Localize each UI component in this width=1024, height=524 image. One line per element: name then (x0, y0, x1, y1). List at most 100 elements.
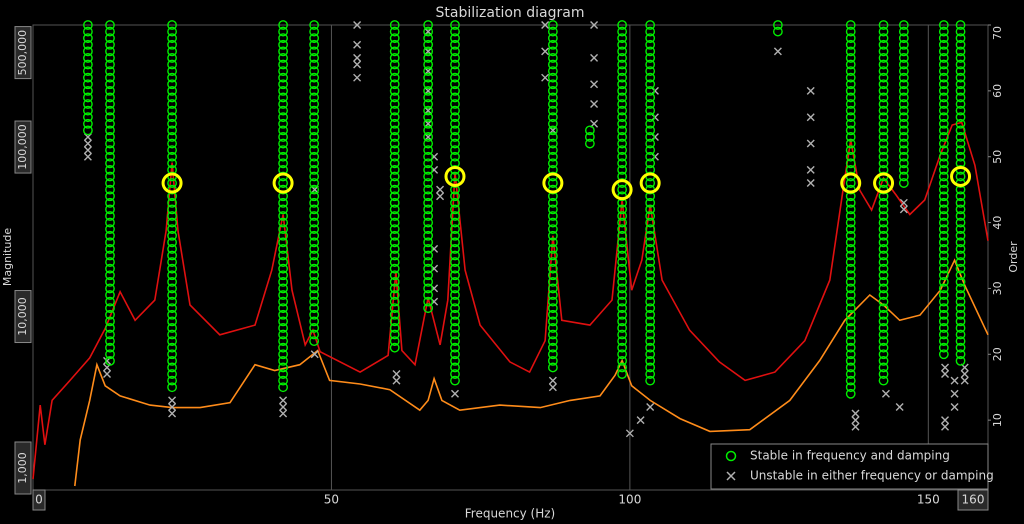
stable-pole (167, 355, 177, 366)
stable-pole (309, 323, 320, 333)
stable-pole (389, 92, 400, 103)
unstable-pole (279, 402, 288, 411)
x-tick-box (32, 489, 46, 511)
stable-pole (547, 99, 558, 109)
stable-pole (547, 224, 558, 235)
stable-pole-column (584, 125, 595, 149)
stable-pole (878, 79, 889, 90)
stable-pole (167, 145, 177, 156)
stable-pole (309, 178, 320, 188)
stable-pole (617, 329, 628, 340)
stable-pole (645, 237, 656, 248)
stable-pole (898, 66, 909, 77)
stable-pole (878, 33, 889, 44)
unstable-pole (806, 179, 815, 188)
stable-pole (845, 362, 856, 373)
unstable-pole (83, 146, 92, 155)
stable-pole (105, 329, 115, 340)
stable-pole (938, 283, 949, 294)
stable-pole (547, 204, 558, 215)
stable-pole (278, 85, 288, 96)
stable-pole (645, 53, 656, 63)
stable-pole (617, 309, 628, 320)
stable-pole (898, 79, 909, 90)
stable-pole (845, 309, 856, 320)
stable-pole (617, 263, 628, 274)
y2-tick-label: 10 (991, 413, 1004, 427)
stable-pole (450, 355, 460, 366)
stable-pole (83, 92, 93, 103)
stable-pole (645, 33, 656, 44)
stable-pole (955, 276, 966, 287)
stable-pole (167, 283, 177, 294)
stable-pole (423, 257, 434, 267)
stable-pole (938, 92, 949, 103)
y2-tick-label: 40 (991, 216, 1004, 230)
stable-pole (105, 99, 115, 109)
stable-pole (389, 178, 400, 188)
stable-pole (83, 26, 93, 37)
stable-pole (955, 132, 966, 142)
stable-pole (617, 211, 628, 221)
frf-curve (74, 258, 989, 487)
stable-pole (955, 349, 966, 360)
y-tick-label: 500,000 (16, 30, 29, 76)
stable-pole (309, 230, 320, 241)
legend-label: Unstable in either frequency or damping (750, 469, 994, 483)
stable-pole (845, 276, 856, 287)
stable-pole (450, 375, 460, 386)
stable-pole-column (83, 20, 93, 136)
stable-pole (617, 145, 628, 156)
stable-pole (938, 105, 949, 116)
y2-tick-label: 60 (991, 84, 1004, 98)
stable-pole (955, 244, 966, 254)
y2-axis-label: Order (1007, 241, 1020, 273)
selected-mode (444, 165, 466, 187)
stable-pole (105, 105, 115, 116)
stable-pole (955, 204, 966, 215)
stable-pole-column (773, 20, 783, 37)
stable-pole (547, 72, 558, 83)
stable-pole (645, 92, 656, 103)
stable-pole (878, 257, 889, 267)
stable-pole (845, 99, 856, 109)
stable-pole (645, 26, 656, 37)
stable-pole (898, 59, 909, 70)
stable-pole (617, 99, 628, 109)
stable-pole (645, 349, 656, 360)
stable-pole (309, 237, 320, 248)
stable-pole (547, 329, 558, 340)
stable-pole (584, 138, 595, 149)
stable-pole (938, 244, 949, 254)
stable-pole (617, 303, 628, 314)
stable-pole (878, 118, 889, 129)
stable-pole (423, 184, 434, 195)
stable-pole (167, 197, 177, 208)
stable-pole (278, 316, 288, 327)
y-tick-label: 10,000 (16, 297, 29, 336)
stable-pole (309, 39, 320, 50)
stable-pole (878, 112, 889, 123)
stable-pole (389, 132, 400, 142)
stable-pole (878, 211, 889, 221)
stable-pole (389, 164, 400, 175)
stable-pole (955, 92, 966, 103)
stable-pole (105, 197, 115, 208)
stable-pole (878, 92, 889, 103)
stable-pole (645, 224, 656, 235)
stable-pole (617, 342, 628, 353)
stable-pole (423, 211, 434, 221)
stable-pole (938, 79, 949, 90)
stable-pole (423, 276, 434, 287)
stable-pole-column (450, 20, 460, 386)
unstable-pole (806, 113, 815, 122)
stable-pole (309, 250, 320, 261)
stable-pole (878, 151, 889, 162)
stable-pole (645, 85, 656, 96)
stable-pole (278, 46, 288, 57)
stable-pole (309, 296, 320, 307)
stable-pole (167, 237, 177, 248)
stable-pole (878, 290, 889, 300)
stable-pole (309, 257, 320, 267)
legend-unstable-marker (726, 471, 736, 481)
